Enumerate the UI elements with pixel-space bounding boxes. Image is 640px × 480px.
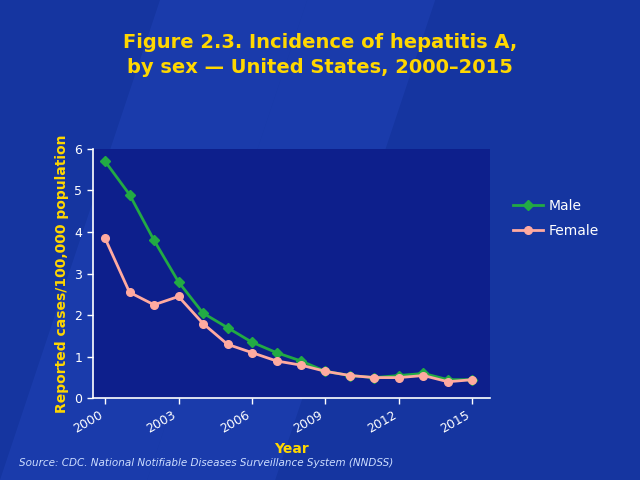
Female — [322, 369, 330, 374]
Female — [395, 375, 403, 381]
Polygon shape — [0, 0, 307, 480]
Line: Female: Female — [101, 234, 476, 385]
Polygon shape — [147, 0, 435, 480]
Male — [297, 358, 305, 364]
Y-axis label: Reported cases/100,000 population: Reported cases/100,000 population — [55, 134, 69, 413]
Male — [248, 339, 256, 345]
Text: Source: CDC. National Notifiable Diseases Surveillance System (NNDSS): Source: CDC. National Notifiable Disease… — [19, 458, 394, 468]
Male — [223, 325, 231, 331]
Female — [175, 294, 182, 300]
Male — [125, 192, 133, 197]
Legend: Male, Female: Male, Female — [508, 195, 603, 242]
Female — [101, 235, 109, 241]
Female — [125, 289, 133, 295]
Male — [199, 310, 207, 316]
Male — [444, 377, 452, 383]
Male — [322, 369, 330, 374]
Male — [371, 375, 378, 381]
Female — [297, 362, 305, 368]
Male — [273, 350, 280, 356]
Female — [150, 302, 158, 308]
Female — [273, 358, 280, 364]
Male — [346, 372, 354, 378]
Male — [101, 158, 109, 164]
Female — [346, 372, 354, 378]
Female — [199, 321, 207, 326]
Male — [420, 371, 428, 376]
Male — [468, 377, 476, 383]
Female — [248, 350, 256, 356]
Female — [420, 372, 428, 378]
Line: Male: Male — [101, 157, 476, 384]
Male — [150, 238, 158, 243]
Female — [223, 341, 231, 347]
X-axis label: Year: Year — [274, 442, 308, 456]
Female — [468, 377, 476, 383]
Female — [444, 379, 452, 384]
Text: Figure 2.3. Incidence of hepatitis A,
by sex — United States, 2000–2015: Figure 2.3. Incidence of hepatitis A, by… — [123, 33, 517, 77]
Female — [371, 375, 378, 381]
Male — [175, 279, 182, 285]
Male — [395, 372, 403, 378]
